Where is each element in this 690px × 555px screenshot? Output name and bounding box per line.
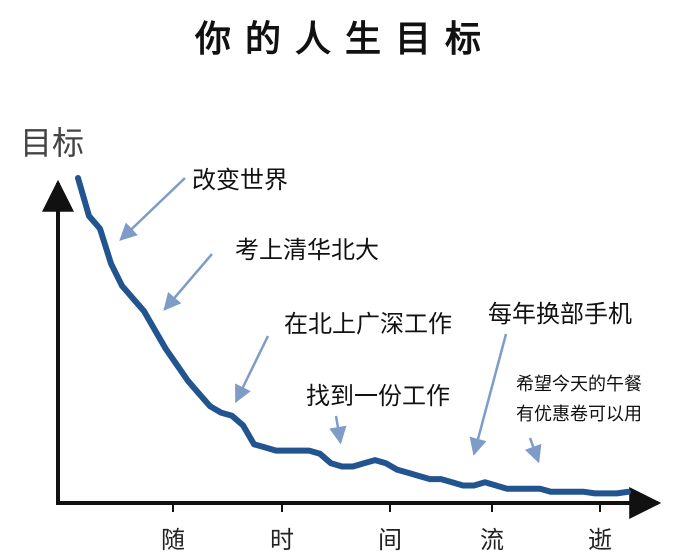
annotation-top-university: 考上清华北大: [235, 236, 379, 264]
annotation-arrow-1: [163, 253, 213, 311]
annotation-find-a-job: 找到一份工作: [306, 382, 450, 410]
annotation-lunch-line1: 希望今天的午餐: [516, 374, 642, 395]
annotation-arrow-5: [524, 437, 542, 464]
x-tick-label-0: 随: [161, 526, 185, 554]
annotation-arrow-0: [119, 177, 186, 241]
annotation-arrow-2: [234, 335, 270, 403]
annotation-lunch-line2: 有优惠卷可以用: [516, 404, 642, 425]
annotation-arrow-4: [469, 333, 508, 456]
annotation-new-phone: 每年换部手机: [488, 300, 632, 328]
x-tick-label-4: 逝: [588, 526, 612, 554]
series-line: [75, 175, 631, 497]
x-tick-label-1: 时: [270, 526, 294, 554]
x-tick-label-3: 流: [480, 526, 504, 554]
annotation-change-world: 改变世界: [192, 166, 288, 194]
x-tick-label-2: 间: [378, 526, 402, 554]
chart-title: 你的人生目标: [194, 19, 495, 60]
y-axis-label: 目标: [20, 124, 85, 162]
annotation-arrow-3: [329, 415, 347, 445]
annotation-tier1-city-job: 在北上广深工作: [284, 310, 452, 338]
